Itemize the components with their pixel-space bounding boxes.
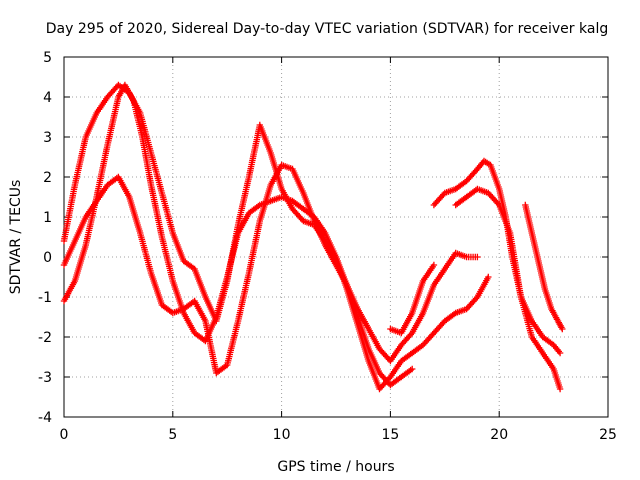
y-tick-label: 4 — [43, 90, 52, 106]
grid-lines — [64, 57, 608, 417]
plot-frame — [64, 57, 608, 417]
y-tick-label: 5 — [43, 50, 52, 66]
y-tick-label: -2 — [38, 330, 52, 346]
x-tick-label: 10 — [273, 427, 291, 443]
y-tick-label: 0 — [43, 250, 52, 266]
series-track-3 — [61, 162, 481, 376]
series-track-2 — [61, 82, 492, 392]
x-axis-label: GPS time / hours — [277, 459, 394, 475]
sdtvar-chart: Day 295 of 2020, Sidereal Day-to-day VTE… — [0, 0, 640, 480]
y-tick-label: 2 — [43, 170, 52, 186]
data-point-marks — [61, 82, 492, 392]
x-tick-label: 25 — [599, 427, 617, 443]
y-tick-label: -4 — [38, 410, 52, 426]
chart-title: Day 295 of 2020, Sidereal Day-to-day VTE… — [46, 21, 608, 37]
y-tick-label: 3 — [43, 130, 52, 146]
y-axis-label: SDTVAR / TECUs — [8, 180, 24, 295]
y-tick-label: -3 — [38, 370, 52, 386]
y-tick-label: 1 — [43, 210, 52, 226]
data-point-marks — [61, 162, 481, 376]
data-marks — [61, 82, 566, 392]
x-tick-label: 0 — [60, 427, 69, 443]
x-tick-label: 20 — [490, 427, 508, 443]
x-tick-label: 5 — [168, 427, 177, 443]
y-tick-label: -1 — [38, 290, 52, 306]
x-tick-label: 15 — [381, 427, 399, 443]
